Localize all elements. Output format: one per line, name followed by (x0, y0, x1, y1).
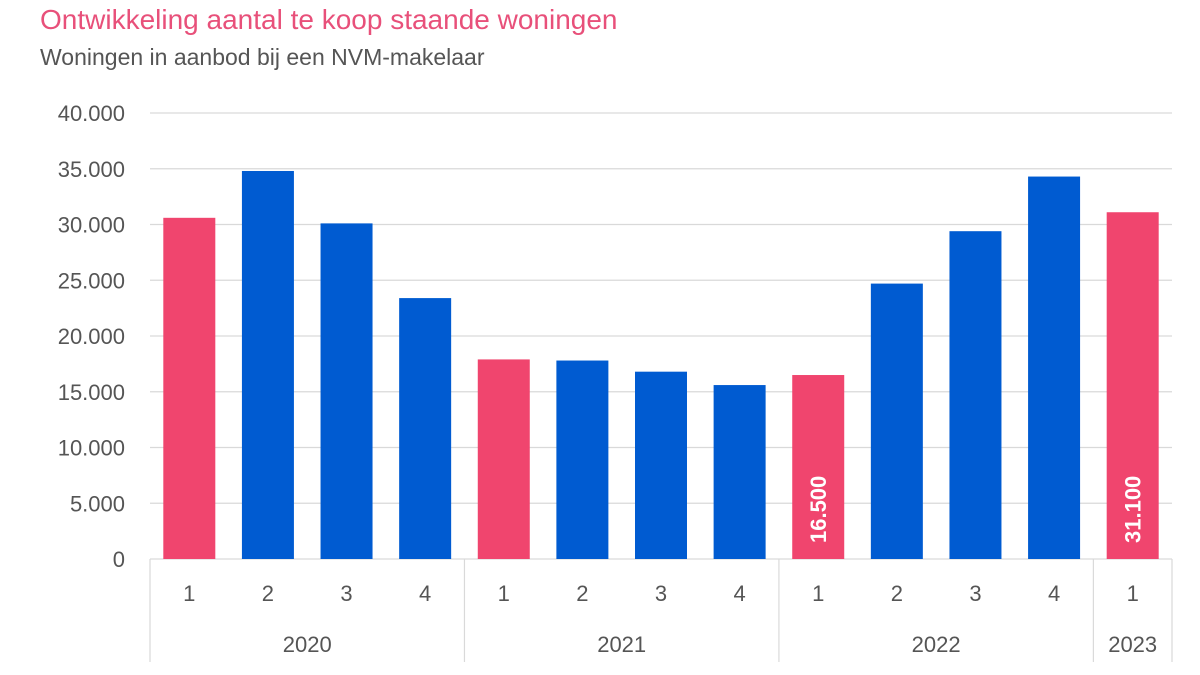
x-group-label: 2022 (912, 632, 961, 657)
x-group-label: 2021 (597, 632, 646, 657)
data-label: 16.500 (806, 476, 831, 543)
bar (792, 375, 845, 559)
y-tick-label: 0 (113, 547, 125, 572)
bar (241, 170, 294, 560)
y-tick-label: 35.000 (58, 157, 125, 182)
x-tick-label: 1 (498, 581, 510, 606)
x-tick-label: 4 (733, 581, 745, 606)
x-tick-label: 1 (183, 581, 195, 606)
x-tick-label: 1 (812, 581, 824, 606)
y-tick-label: 20.000 (58, 324, 125, 349)
y-tick-label: 10.000 (58, 436, 125, 461)
x-tick-label: 3 (655, 581, 667, 606)
x-tick-label: 2 (576, 581, 588, 606)
y-tick-label: 40.000 (58, 101, 125, 126)
bar (163, 217, 216, 559)
x-tick-label: 4 (1048, 581, 1060, 606)
x-tick-label: 2 (891, 581, 903, 606)
y-tick-label: 15.000 (58, 380, 125, 405)
y-tick-label: 5.000 (70, 491, 125, 516)
data-label: 31.100 (1121, 476, 1146, 543)
bar (713, 385, 766, 559)
x-tick-label: 4 (419, 581, 431, 606)
bar (870, 283, 923, 559)
x-tick-label: 3 (340, 581, 352, 606)
bar (320, 223, 373, 559)
bar (556, 360, 609, 559)
bar (477, 359, 530, 559)
x-group-label: 2023 (1108, 632, 1157, 657)
y-tick-label: 25.000 (58, 268, 125, 293)
chart-title: Ontwikkeling aantal te koop staande woni… (40, 4, 618, 35)
chart-subtitle: Woningen in aanbod bij een NVM-makelaar (40, 44, 485, 70)
x-group-label: 2020 (283, 632, 332, 657)
y-tick-label: 30.000 (58, 213, 125, 238)
bar (1028, 176, 1081, 559)
bar (949, 231, 1002, 559)
x-tick-label: 2 (262, 581, 274, 606)
x-tick-label: 3 (969, 581, 981, 606)
bar (635, 371, 687, 559)
bar (1106, 212, 1159, 560)
bar (399, 298, 452, 559)
x-tick-label: 1 (1127, 581, 1139, 606)
